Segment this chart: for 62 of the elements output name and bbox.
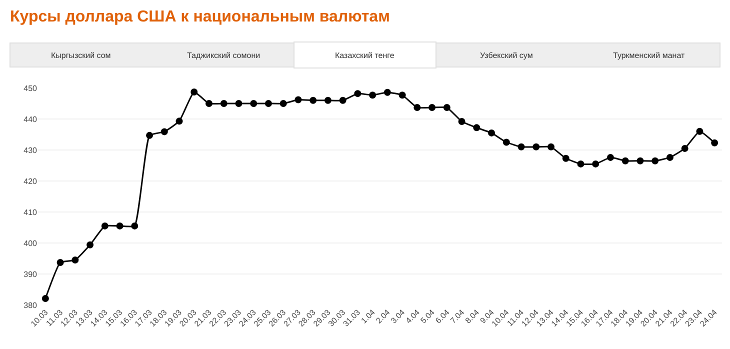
point [280, 100, 287, 107]
point [354, 90, 362, 98]
point [339, 96, 346, 104]
point [711, 139, 718, 146]
point [518, 143, 525, 150]
y-tick-label: 390 [24, 270, 38, 279]
point [369, 92, 376, 99]
point [206, 100, 212, 107]
point [294, 96, 302, 104]
point [502, 138, 510, 146]
point [548, 143, 554, 150]
y-tick-label: 400 [24, 238, 38, 248]
y-tick-label: 440 [24, 114, 38, 124]
point [681, 144, 688, 152]
point [473, 124, 480, 132]
y-tick-label: 410 [24, 208, 38, 217]
point [398, 92, 406, 99]
text: Туркменский манат [613, 51, 685, 60]
point [310, 96, 317, 104]
text: Таджикский сомони [187, 51, 260, 60]
point [131, 222, 138, 230]
point [101, 222, 108, 230]
point [666, 154, 674, 161]
point [592, 160, 600, 168]
point [577, 160, 584, 168]
point [414, 104, 421, 112]
point [652, 157, 659, 164]
point [176, 118, 183, 125]
y-tick-label: 380 [24, 300, 38, 310]
point [324, 96, 332, 104]
chart-title: Курсы доллара США к национальным валютам [10, 8, 390, 26]
point [42, 294, 49, 302]
point [250, 100, 258, 107]
x-tick-label: 8.04 [464, 307, 482, 326]
point [384, 88, 391, 96]
x-tick-label: 3.04 [389, 307, 407, 326]
y-tick-label: 420 [24, 176, 38, 186]
y-tick-label: 450 [24, 84, 38, 93]
point [56, 259, 64, 266]
point [488, 129, 496, 136]
text: Казахский тенге [335, 51, 395, 60]
point [72, 256, 79, 264]
text: Узбекский сум [480, 51, 533, 60]
point [220, 100, 228, 107]
point [562, 154, 570, 162]
point [146, 132, 154, 139]
point [636, 157, 644, 164]
y-tick-label: 430 [24, 146, 38, 155]
point [606, 154, 614, 161]
point [160, 128, 168, 136]
point [532, 143, 540, 150]
point [696, 128, 704, 135]
point [116, 222, 124, 230]
point [443, 104, 450, 112]
point [428, 104, 436, 112]
point [264, 100, 272, 107]
point [190, 88, 198, 96]
point [622, 157, 629, 164]
point [235, 100, 242, 107]
point [86, 241, 94, 248]
text: Кыргызский сом [51, 51, 111, 60]
point [458, 118, 466, 125]
